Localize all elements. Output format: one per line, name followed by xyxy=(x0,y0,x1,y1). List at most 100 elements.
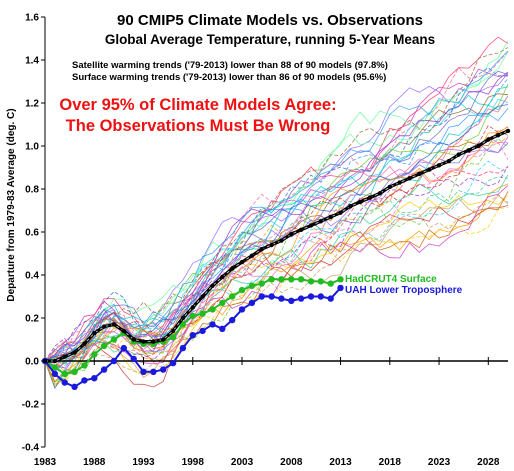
series-point xyxy=(209,306,216,313)
series-point xyxy=(219,299,226,307)
series-point xyxy=(298,227,304,232)
y-tick-label: 1.2 xyxy=(25,99,39,110)
annotation-satellite: Satellite warming trends ('79-2013) lowe… xyxy=(72,60,388,71)
series-point xyxy=(209,321,216,328)
x-tick-label: 1988 xyxy=(83,457,106,468)
series-point xyxy=(397,180,402,185)
series-point xyxy=(486,137,491,142)
model-run-line xyxy=(44,205,509,388)
series-point xyxy=(52,358,58,364)
series-point xyxy=(268,293,275,300)
series-point xyxy=(42,358,48,364)
x-tick-label: 1983 xyxy=(34,457,57,468)
series-point xyxy=(367,195,373,200)
chart-title: 90 CMIP5 Climate Models vs. Observations xyxy=(117,12,423,29)
series-point xyxy=(131,337,136,342)
x-tick-label: 2008 xyxy=(280,457,303,468)
series-point xyxy=(71,368,78,375)
series-point xyxy=(190,305,195,310)
model-run-line xyxy=(44,136,509,362)
model-run-line xyxy=(44,71,509,362)
series-point xyxy=(307,278,315,285)
series-point xyxy=(110,336,118,343)
model-run-line xyxy=(44,47,509,389)
series-point xyxy=(169,334,177,341)
model-run-line xyxy=(44,126,509,385)
series-point xyxy=(358,199,363,205)
series-point xyxy=(248,282,256,289)
series-point xyxy=(297,295,305,302)
series-point xyxy=(229,293,236,300)
series-point xyxy=(288,297,295,304)
x-tick-label: 2018 xyxy=(379,457,402,468)
series-point xyxy=(92,330,97,336)
model-run-line xyxy=(44,141,509,362)
headline-line-1: Over 95% of Climate Models Agree: xyxy=(59,96,336,114)
model-run-line xyxy=(44,95,509,369)
series-point xyxy=(169,359,177,367)
series-point xyxy=(210,283,215,288)
series-point xyxy=(436,163,442,168)
x-tick-label: 2003 xyxy=(231,457,254,468)
series-point xyxy=(91,375,98,382)
series-point xyxy=(258,280,265,287)
series-point xyxy=(289,232,294,237)
series-point xyxy=(111,322,117,327)
series-point xyxy=(238,306,246,313)
series-point xyxy=(259,247,264,252)
series-point xyxy=(338,210,343,215)
series-point xyxy=(279,238,284,243)
series-point xyxy=(61,370,68,378)
series-point xyxy=(476,143,481,149)
series-point xyxy=(100,342,108,350)
x-tick-label: 2023 xyxy=(428,457,451,468)
series-point xyxy=(230,266,235,271)
series-point xyxy=(120,344,128,352)
observation-series xyxy=(41,128,511,390)
model-run-line xyxy=(44,40,509,385)
series-point xyxy=(328,214,333,220)
model-run-line xyxy=(44,183,509,373)
series-point xyxy=(318,219,323,224)
series-point xyxy=(348,204,353,209)
series-point xyxy=(51,370,59,378)
series-point xyxy=(219,325,226,332)
y-tick-label: 0.6 xyxy=(25,228,39,239)
series-point xyxy=(140,368,147,375)
series-point xyxy=(258,293,265,300)
series-point xyxy=(495,133,501,138)
y-tick-label: 0.4 xyxy=(25,271,39,282)
series-point xyxy=(151,339,156,344)
series-point xyxy=(417,171,422,177)
model-run-line xyxy=(44,138,509,380)
series-point xyxy=(239,259,245,265)
series-point xyxy=(199,327,206,335)
y-tick-label: -0.4 xyxy=(22,443,40,454)
x-tick-label: 1993 xyxy=(132,457,155,468)
series-point xyxy=(446,158,452,164)
series-point xyxy=(179,321,187,328)
series-point xyxy=(317,278,324,285)
annotation-surface: Surface warming trends ('79-2013) lower … xyxy=(72,72,386,83)
model-run-line xyxy=(44,51,509,368)
series-point xyxy=(200,294,205,299)
y-tick-label: 0.0 xyxy=(25,357,39,368)
series-point xyxy=(160,366,167,373)
series-point xyxy=(101,324,107,329)
series-point xyxy=(82,341,87,346)
label-hadcrut: HadCRUT4 Surface xyxy=(345,274,437,285)
label-uah: UAH Lower Troposphere xyxy=(345,285,463,296)
series-point xyxy=(248,299,256,307)
series-point xyxy=(61,379,68,386)
series-point xyxy=(307,293,315,300)
series-point xyxy=(278,276,285,283)
series-point xyxy=(71,383,78,390)
series-point xyxy=(297,276,305,283)
series-point xyxy=(91,351,98,358)
series-point xyxy=(100,366,108,373)
series-point xyxy=(199,310,206,317)
series-point xyxy=(220,274,225,280)
tick-labels: -0.4 -0.2 0.0 0.2 0.4 0.6 0.8 1.0 1.2 1.4 1.6 1983 1… xyxy=(22,13,500,469)
series-point xyxy=(51,364,59,371)
